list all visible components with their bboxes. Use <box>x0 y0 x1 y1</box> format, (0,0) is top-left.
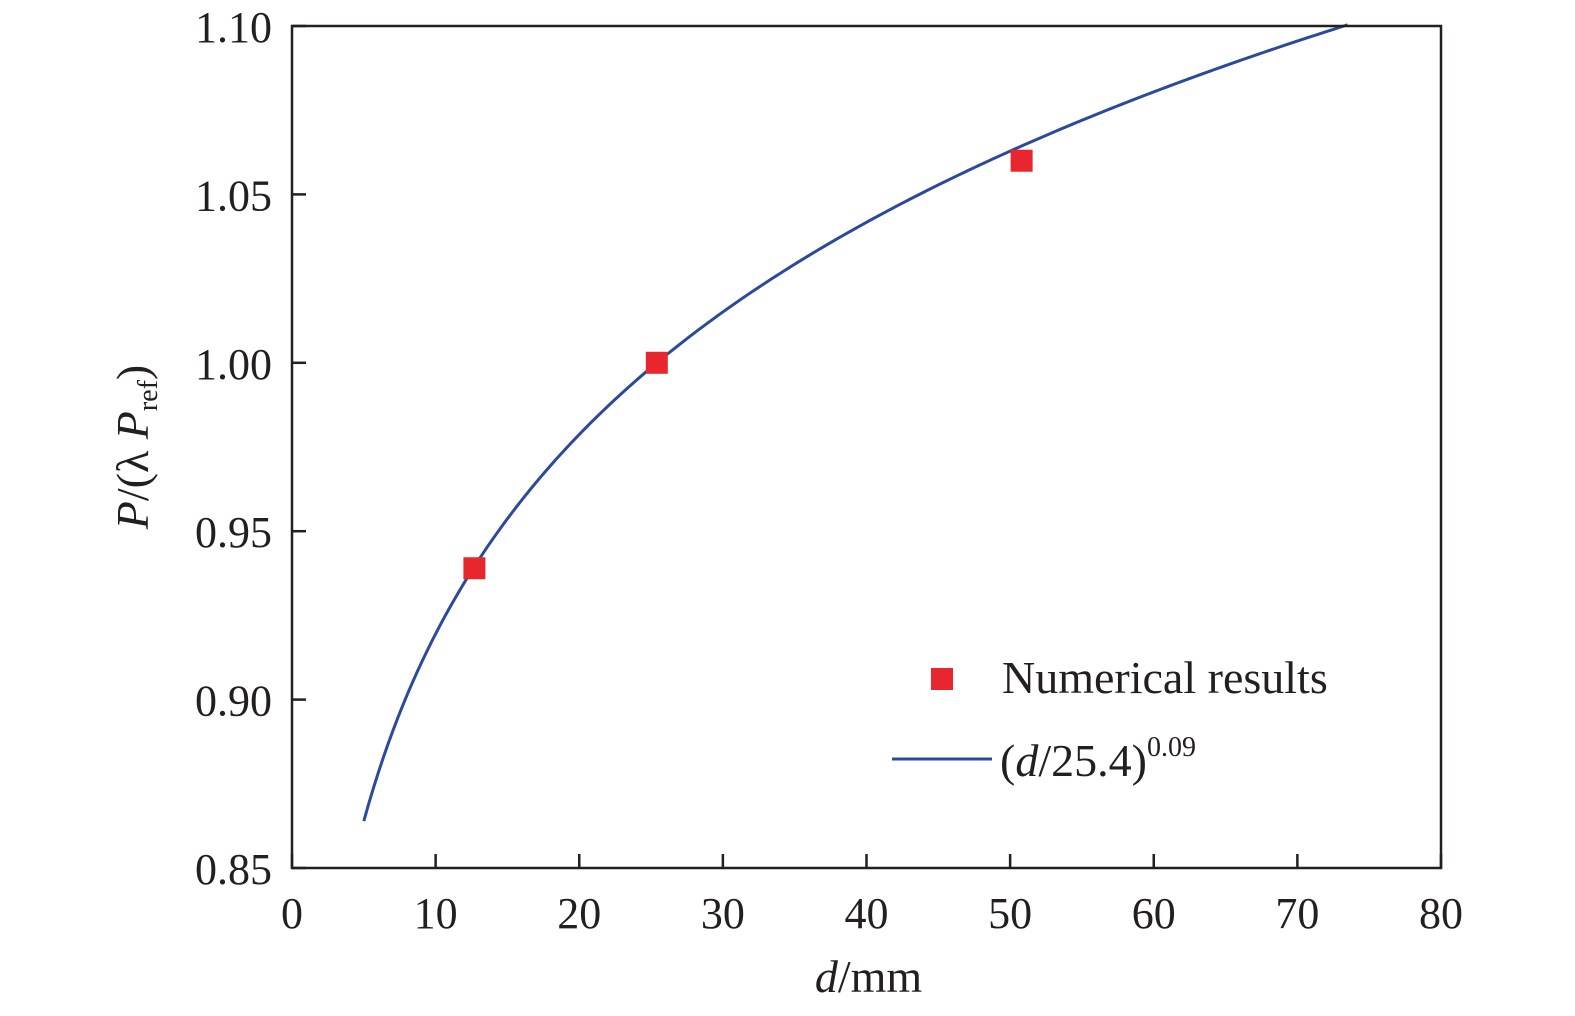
curve-layer <box>362 23 1349 822</box>
y-tick-label: 1.10 <box>195 3 272 52</box>
legend: Numerical results (d/25.4)0.09 <box>892 652 1328 786</box>
y-tick-label: 1.05 <box>195 171 272 220</box>
x-tick-label: 60 <box>1132 889 1176 938</box>
x-tick-label: 0 <box>281 889 303 938</box>
x-tick-label: 50 <box>988 889 1032 938</box>
x-axis-title-unit: /mm <box>838 951 923 1002</box>
legend-fit-rest: /25.4) <box>1038 735 1147 786</box>
y-tick-label: 1.00 <box>195 340 272 389</box>
y-axis-title-p2: P <box>107 411 158 440</box>
x-tick-label: 20 <box>557 889 601 938</box>
x-tick-label: 10 <box>414 889 458 938</box>
x-tick-label: 70 <box>1275 889 1319 938</box>
legend-fit-var: d <box>1015 735 1039 786</box>
y-axis-title-mid: /(λ <box>107 439 158 501</box>
ticks-layer: 0 10 20 30 40 50 60 70 80 0.85 0.90 0.95 1.00 1.05 1.1… <box>195 3 1463 938</box>
points-layer <box>463 149 1033 580</box>
data-point <box>1010 149 1033 172</box>
x-axis-title: d/mm <box>815 951 923 1002</box>
legend-marker-numerical-results <box>931 668 953 690</box>
data-point <box>463 557 486 580</box>
y-tick-label: 0.85 <box>195 845 272 894</box>
y-axis-title: P/(λ Pref) <box>107 365 164 531</box>
legend-label-numerical-results: Numerical results <box>1002 652 1328 703</box>
legend-fit-exponent: 0.09 <box>1147 732 1196 763</box>
x-tick-label: 40 <box>845 889 889 938</box>
y-axis-title-p1: P <box>107 501 158 530</box>
x-tick-label: 30 <box>701 889 745 938</box>
y-tick-label: 0.90 <box>195 677 272 726</box>
legend-fit-open: ( <box>1000 735 1015 786</box>
plot-frame <box>290 24 1443 870</box>
legend-label-fit: (d/25.4)0.09 <box>1000 732 1196 786</box>
fit-curve <box>362 23 1349 822</box>
y-tick-label: 0.95 <box>195 508 272 557</box>
y-axis-title-sub: ref <box>133 379 164 411</box>
data-point <box>645 351 668 374</box>
x-axis-title-var: d <box>815 951 839 1002</box>
x-tick-label: 80 <box>1419 889 1463 938</box>
y-axis-title-close: ) <box>107 365 158 380</box>
